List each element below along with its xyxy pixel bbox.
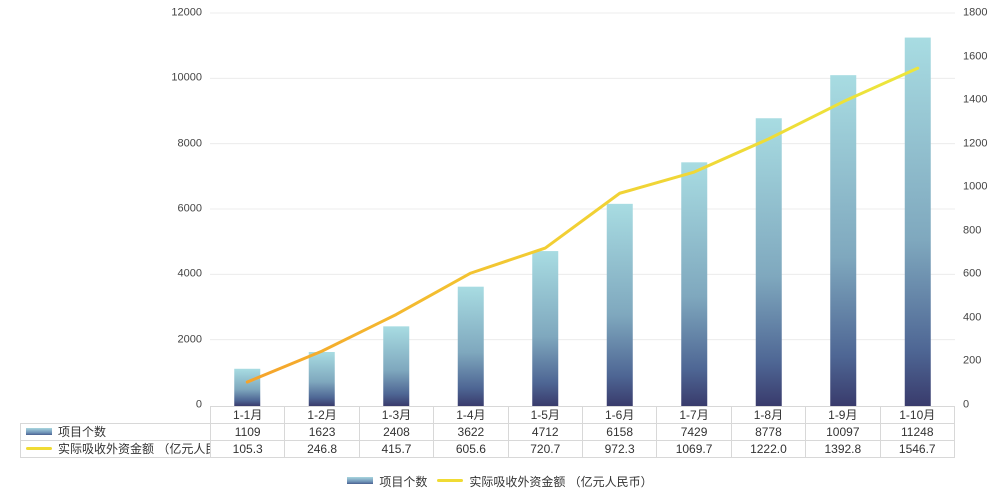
table-cell: 105.3 [209,440,286,458]
table-cell: 1546.7 [879,440,956,458]
table-cell: 3622 [433,423,509,441]
table-cell: 972.3 [581,440,658,458]
y-axis-tick-label: 10000 [171,71,202,84]
x-axis-category-label: 1-8月 [730,406,807,424]
series-row-label: 项目个数 [20,423,211,441]
table-cell: 11248 [879,423,956,441]
table-cell: 1069.7 [656,440,732,458]
table-cell: 415.7 [358,440,435,458]
bar-1-8月 [755,118,782,406]
bar-series-swatch-icon [26,428,52,436]
legend-item-line: 实际吸收外资金额 （亿元人民币） [437,473,653,490]
x-axis-category-label: 1-3月 [358,406,435,424]
x-axis-category-label: 1-4月 [433,406,509,424]
y2-axis-tick-label: 800 [963,224,982,237]
table-row: 实际吸收外资金额 （亿元人民币）105.3246.8415.7605.6720.… [20,440,956,458]
line-series [245,66,920,384]
x-axis-category-label: 1-10月 [879,406,956,424]
y2-axis-tick-label: 1200 [963,137,988,150]
y-axis-tick-label: 8000 [177,137,202,150]
table-cell: 1109 [209,423,286,441]
bar-1-3月 [383,326,410,406]
x-axis-category-label: 1-6月 [581,406,658,424]
table-cell: 605.6 [433,440,509,458]
x-axis-category-label: 1-9月 [805,406,881,424]
bar-1-7月 [681,162,708,406]
y2-axis-tick-label: 0 [963,398,970,411]
y2-axis-tick-label: 1800 [963,6,988,19]
plot-area [210,12,955,406]
y2-axis-tick-label: 1000 [963,180,988,193]
bar-1-2月 [308,351,335,406]
table-row: 项目个数 1109 1623 2408 3622 4712 6158 7429 8778 1009… [20,423,956,441]
table-cell: 2408 [358,423,435,441]
line-series-swatch-icon [437,478,464,482]
legend-bar-label: 项目个数 [379,474,428,489]
table-cell: 1392.8 [805,440,881,458]
series-row-label: 实际吸收外资金额 （亿元人民币） [20,440,211,458]
bar-series-swatch-icon [347,476,374,484]
table-corner-blank [21,407,211,424]
legend-item-bar: 项目个数 [347,473,427,490]
bar-1-4月 [457,286,484,406]
y2-axis-tick-label: 1400 [963,93,988,106]
series-name: 实际吸收外资金额 （亿元人民币） [58,442,210,456]
y-axis-tick-label: 6000 [177,202,202,215]
y-axis-tick-label: 4000 [177,267,202,280]
x-axis-category-label: 1-1月 [209,406,286,424]
table-cell: 6158 [581,423,658,441]
bar-1-6月 [606,203,633,406]
legend-line-label: 实际吸收外资金额 （亿元人民币） [469,474,653,489]
x-axis-category-label: 1-7月 [656,406,732,424]
table-cell: 720.7 [507,440,583,458]
y2-axis-tick-label: 600 [963,267,982,280]
y2-axis-tick-label: 400 [963,311,982,324]
data-table: 1-1月 1-2月 1-3月 1-4月 1-5月 1-6月 1-7月 1-8月 1-9月 1-10… [20,406,956,458]
y-axis-tick-label: 0 [195,398,202,411]
table-cell: 8778 [730,423,807,441]
table-cell: 4712 [507,423,583,441]
bar-1-9月 [830,75,857,406]
y2-axis-tick-label: 200 [963,354,982,367]
table-cell: 10097 [805,423,881,441]
y-axis-tick-label: 2000 [177,333,202,346]
table-cell: 1222.0 [730,440,807,458]
y-axis-tick-label: 12000 [171,6,202,19]
table-cell: 1623 [284,423,360,441]
table-cell: 7429 [656,423,732,441]
bar-1-1月 [234,368,261,406]
bar-1-10月 [904,37,931,406]
legend: 项目个数 实际吸收外资金额 （亿元人民币） [0,473,1000,489]
table-cell: 246.8 [284,440,360,458]
y2-axis-tick-label: 1600 [963,50,988,63]
series-name: 项目个数 [58,425,107,439]
x-axis-category-label: 1-2月 [284,406,360,424]
line-series-swatch-icon [26,447,52,451]
category-row: 1-1月 1-2月 1-3月 1-4月 1-5月 1-6月 1-7月 1-8月 1-9月 1-10… [21,406,956,424]
bar-1-5月 [532,251,559,406]
x-axis-category-label: 1-5月 [507,406,583,424]
